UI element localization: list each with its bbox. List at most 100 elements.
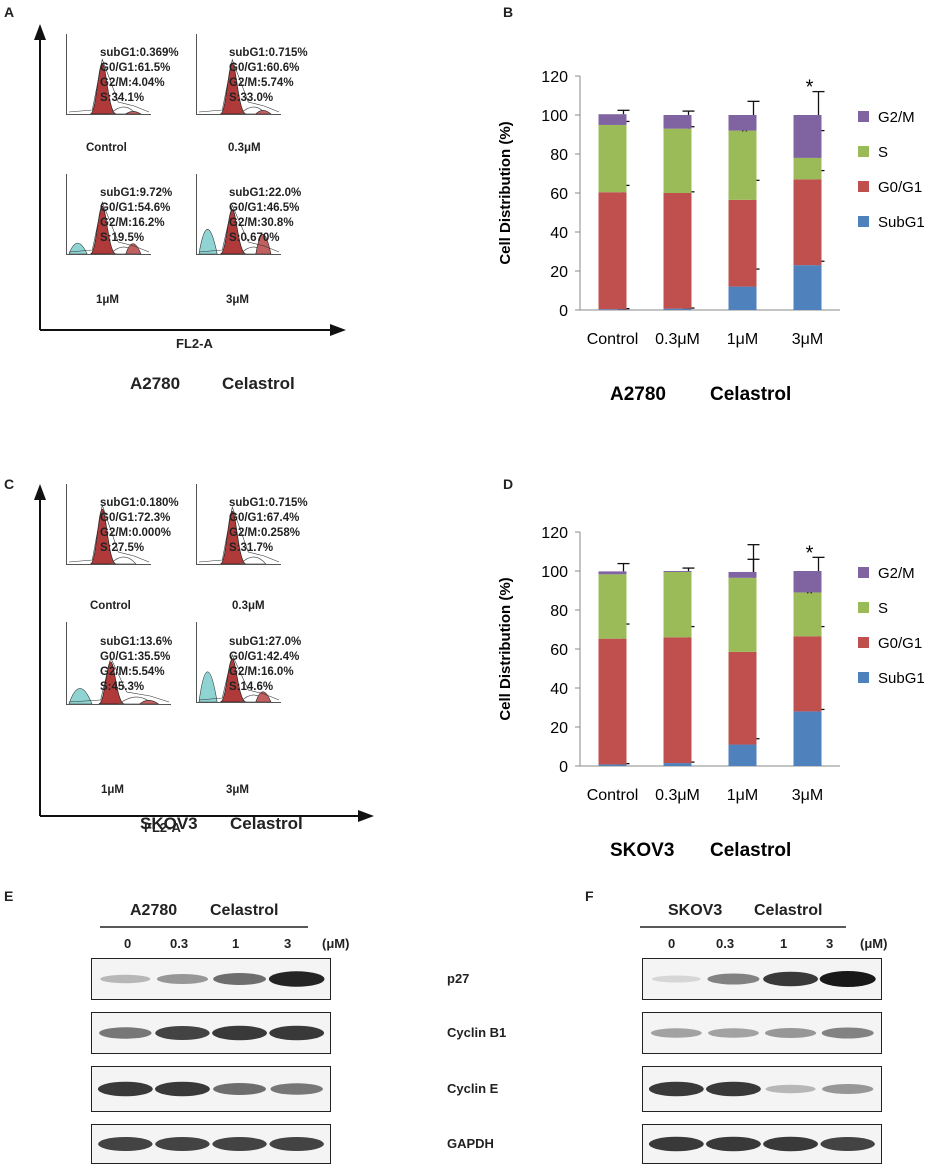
band-cyclin-b1-2 <box>212 1025 267 1041</box>
flow-caption-drug-c: Celastrol <box>230 814 303 833</box>
hist-label-c-3um: 3μM <box>226 784 250 796</box>
chart-caption-drug: Celastrol <box>710 840 791 856</box>
histogram-envelope <box>68 58 150 113</box>
panel-label-c: C <box>4 476 15 492</box>
y-tick-label: 100 <box>541 564 568 581</box>
wb-f-blot-cyclin-b1 <box>642 1012 882 1054</box>
g2m-peak <box>255 110 272 114</box>
band-p27-3 <box>268 971 325 987</box>
bar-s-2 <box>728 130 757 200</box>
band-cyclin-b1-1 <box>155 1026 210 1040</box>
hist-label-c-1um: 1μM <box>101 784 125 796</box>
bar-g2m-0 <box>598 114 627 125</box>
x-tick-label: 0.3μM <box>655 787 700 804</box>
legend-label: G0/G1 <box>878 179 922 196</box>
chart-caption-cell: A2780 <box>610 384 666 400</box>
y-tick-label: 120 <box>541 69 568 86</box>
y-tick-label: 0 <box>559 759 568 776</box>
bar-subg1-3 <box>793 265 822 310</box>
y-axis-label: Cell Distribution (%) <box>497 577 514 720</box>
y-tick-label: 60 <box>550 186 568 203</box>
histogram-c-1um <box>66 622 171 705</box>
panel-label-b: B <box>503 4 514 20</box>
wb-e-dose-0: 0 <box>124 936 132 951</box>
chart-caption-drug: Celastrol <box>710 384 791 400</box>
stats-c-0-3um: subG1:0.715% G0/G1:67.4% G2/M:0.258% S:31.7… <box>229 497 308 554</box>
band-p27-1 <box>156 974 209 984</box>
bar-g0g1-2 <box>728 651 757 745</box>
band-cyclin-b1-1 <box>708 1028 759 1038</box>
band-p27-2 <box>213 973 266 985</box>
histogram-envelope <box>68 656 170 703</box>
hist-label-a-0-3um: 0.3μM <box>228 142 261 154</box>
g0g1-peak <box>219 209 247 254</box>
legend-label: S <box>878 144 888 161</box>
band-gapdh-2 <box>212 1137 267 1151</box>
subg1-peak <box>198 671 218 702</box>
legend-label: G2/M <box>878 565 915 582</box>
bar-subg1-1 <box>663 308 692 310</box>
wb-e-header-drug: Celastrol <box>210 902 279 919</box>
bar-g2m-2 <box>728 571 757 578</box>
flow-axes-a <box>34 24 346 336</box>
legend-label: SubG1 <box>878 670 925 687</box>
g2m-peak <box>125 111 142 114</box>
bar-s-0 <box>598 574 627 639</box>
bar-subg1-0 <box>598 764 627 766</box>
significance-mark: * <box>806 77 814 99</box>
legend-swatch <box>858 111 869 122</box>
bar-g0g1-2 <box>728 199 757 287</box>
bar-s-0 <box>598 124 627 193</box>
histogram-c-0-3um <box>196 484 281 565</box>
hist-label-c-control: Control <box>90 600 131 612</box>
stats-a-0-3um: subG1:0.715% G0/G1:60.6% G2/M:5.74% S:33.0% <box>229 47 308 104</box>
x-tick-label: 3μM <box>792 787 823 804</box>
histogram-envelope <box>198 505 280 563</box>
band-cyclin-b1-0 <box>650 1028 702 1038</box>
legend-label: G2/M <box>878 109 915 126</box>
flow-xlabel-a: FL2-A <box>176 336 213 351</box>
bar-subg1-2 <box>728 286 757 310</box>
wb-e-blot-p27 <box>91 958 331 1000</box>
significance-mark: * <box>741 122 749 144</box>
bar-g0g1-0 <box>598 638 627 765</box>
y-tick-label: 80 <box>550 603 568 620</box>
bar-subg1-3 <box>793 711 822 766</box>
wb-e-dose-1: 0.3 <box>170 936 189 951</box>
chart-caption-cell: SKOV3 <box>610 840 674 856</box>
y-tick-label: 40 <box>550 225 568 242</box>
g0g1-peak <box>89 63 117 114</box>
wb-e-unit: (μM) <box>322 936 350 951</box>
wb-e-dose-2: 1 <box>232 936 240 951</box>
band-p27-0 <box>100 974 151 984</box>
bar-subg1-1 <box>663 763 692 766</box>
wb-e-header-rule <box>100 926 308 928</box>
s-phase-area <box>109 556 137 564</box>
band-gapdh-3 <box>269 1137 324 1151</box>
band-cyclin-b1-0 <box>99 1027 152 1039</box>
g2m-peak <box>255 691 272 702</box>
band-cyclin-e-1 <box>155 1081 210 1097</box>
band-cyclin-e-0 <box>648 1081 704 1097</box>
histogram-c-control <box>66 484 151 565</box>
band-cyclin-b1-3 <box>269 1025 325 1041</box>
panel-label-d: D <box>503 476 514 492</box>
band-gapdh-1 <box>706 1136 761 1152</box>
flow-caption-drug-a: Celastrol <box>222 374 295 393</box>
histogram-a-control <box>66 34 151 115</box>
histogram-a-0-3um <box>196 34 281 115</box>
subg1-peak <box>198 229 218 254</box>
g2m-peak <box>255 233 272 254</box>
band-p27-1 <box>707 973 760 985</box>
histogram-c-3um <box>196 622 281 703</box>
subg1-peak <box>68 688 93 704</box>
wb-row-label-gapdh: GAPDH <box>447 1136 494 1151</box>
band-p27-3 <box>819 971 876 987</box>
significance-mark: * <box>806 584 814 606</box>
bar-g0g1-3 <box>793 636 822 712</box>
bar-g2m-0 <box>598 571 627 575</box>
bar-g2m-2 <box>728 115 757 131</box>
stats-c-1um: subG1:13.6% G0/G1:35.5% G2/M:5.54% S:45.3% <box>100 636 173 693</box>
flow-caption-cell-c: SKOV3 <box>140 814 198 833</box>
bar-g2m-3 <box>793 571 822 593</box>
